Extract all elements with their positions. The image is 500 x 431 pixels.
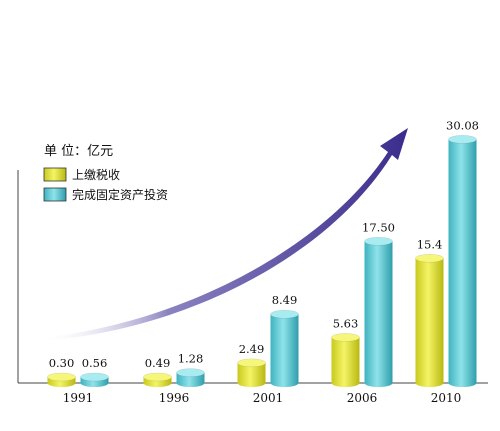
bar-group: 0.30 0.56 0.49 1.28 2.49 8.49 5.63 17.50 15.4 30.… <box>47 118 479 387</box>
x-tick-labels: 1991 1996 2001 2006 2010 <box>63 391 462 405</box>
bar-top <box>80 372 109 382</box>
value-label-tax-2010: 15.4 <box>417 237 443 251</box>
bar-top <box>331 333 360 342</box>
value-label-investment-2001: 8.49 <box>272 293 298 307</box>
bar-investment-2010 <box>448 135 477 387</box>
bar-top <box>143 372 172 382</box>
bar-body <box>415 258 444 387</box>
bar-tax-1991 <box>47 372 76 387</box>
bar-tax-2001 <box>237 358 266 387</box>
x-tick-2010: 2010 <box>431 391 462 405</box>
bar-investment-2006 <box>364 237 393 387</box>
value-label-investment-1991: 0.56 <box>82 356 108 370</box>
bar-top <box>270 309 299 319</box>
bar-body <box>364 241 393 387</box>
legend-swatch-tax <box>43 167 67 182</box>
x-tick-1996: 1996 <box>159 391 190 405</box>
bar-body <box>176 372 205 387</box>
bar-top <box>448 135 477 144</box>
value-label-tax-2006: 5.63 <box>333 316 359 330</box>
bar-body <box>448 139 477 387</box>
value-label-investment-2010: 30.08 <box>446 118 479 132</box>
bar-tax-2006 <box>331 333 360 387</box>
bar-tax-2010 <box>415 254 444 387</box>
trend-arrow-icon <box>40 128 408 341</box>
legend: 上缴税收 完成固定资产投资 <box>43 167 168 202</box>
value-label-investment-1996: 1.28 <box>178 352 204 366</box>
bar-investment-1996 <box>176 368 205 387</box>
value-label-tax-1991: 0.30 <box>49 356 75 370</box>
bar-investment-1991 <box>80 372 109 387</box>
unit-label: 单 位：亿元 <box>44 144 113 159</box>
bar-top <box>364 237 393 246</box>
value-label-tax-2001: 2.49 <box>239 342 265 356</box>
value-label-investment-2006: 17.50 <box>362 220 395 234</box>
bar-top <box>47 372 76 382</box>
legend-label-tax: 上缴税收 <box>72 167 120 182</box>
bar-top <box>176 368 205 377</box>
bar-investment-2001 <box>270 309 299 387</box>
bar-top <box>237 358 266 368</box>
bar-body <box>237 362 266 387</box>
bar-tax-1996 <box>143 372 172 387</box>
bar-body <box>331 337 360 387</box>
legend-swatch-investment <box>43 187 67 202</box>
x-tick-1991: 1991 <box>63 391 94 405</box>
legend-label-investment: 完成固定资产投资 <box>72 187 168 202</box>
bar-body <box>270 314 299 387</box>
value-label-tax-1996: 0.49 <box>145 356 171 370</box>
x-tick-2001: 2001 <box>253 391 284 405</box>
x-tick-2006: 2006 <box>347 391 378 405</box>
bar-top <box>415 254 444 263</box>
